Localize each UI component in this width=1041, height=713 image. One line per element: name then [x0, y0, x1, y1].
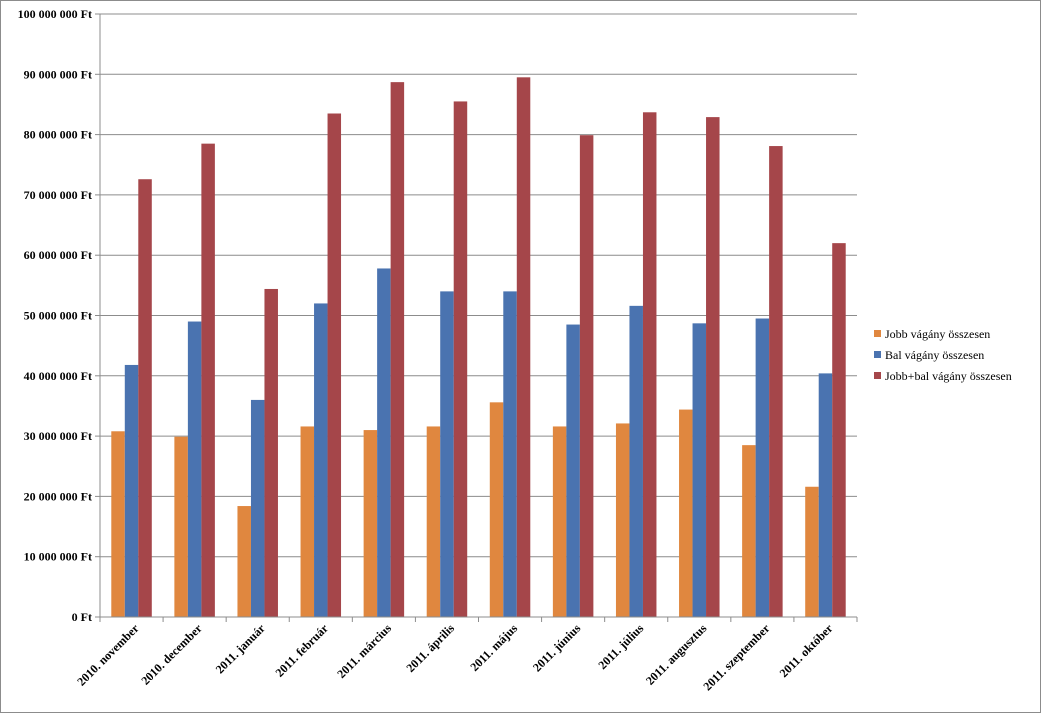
bar: [832, 243, 846, 617]
bar: [327, 113, 342, 618]
legend-swatch: [874, 351, 881, 358]
legend-label: Jobb+bal vágány összesen: [885, 369, 1012, 383]
bars: [111, 77, 846, 618]
bar: [755, 318, 770, 617]
x-tick-label: 2011. június: [530, 621, 584, 675]
y-tick-label: 10 000 000 Ft: [24, 550, 92, 564]
bar: [264, 288, 278, 617]
x-tick-label: 2011. július: [595, 621, 646, 672]
y-tick-label: 90 000 000 Ft: [24, 67, 92, 81]
y-tick-label: 30 000 000 Ft: [24, 429, 92, 443]
bar: [377, 268, 391, 617]
legend: Jobb vágány összesen Bal vágány összesen J…: [874, 327, 1012, 383]
bar: [187, 321, 202, 617]
gridlines: [100, 13, 857, 558]
x-tick-label: 2011. október: [777, 621, 836, 680]
bar: [679, 409, 693, 617]
x-tick-label: 2011. augusztus: [643, 621, 710, 688]
x-tick-label: 2011. február: [272, 621, 331, 680]
y-tick-label: 50 000 000 Ft: [24, 309, 92, 323]
bar: [516, 77, 531, 617]
y-tick-label: 0 Ft: [72, 610, 92, 624]
axes: [95, 13, 858, 622]
bar: [111, 431, 125, 617]
bar: [300, 426, 315, 617]
y-tick-label: 70 000 000 Ft: [24, 188, 92, 202]
x-tick-label: 2011. január: [213, 621, 269, 677]
bar: [805, 486, 819, 617]
bar: [742, 445, 756, 617]
bar: [489, 402, 504, 617]
y-tick-label: 20 000 000 Ft: [24, 489, 92, 503]
bar: [174, 436, 188, 617]
bar: [201, 143, 215, 617]
bar: [363, 430, 378, 617]
bar: [552, 426, 567, 617]
bar: [426, 426, 441, 617]
y-tick-label: 40 000 000 Ft: [24, 369, 92, 383]
y-axis-tick-labels: 0 Ft 10 000 000 Ft 20 000 000 Ft 30 000 000…: [18, 7, 92, 624]
bar: [390, 82, 405, 618]
bar: [314, 303, 328, 617]
bar: [579, 135, 594, 617]
bar: [237, 506, 251, 617]
y-tick-label: 80 000 000 Ft: [24, 128, 92, 142]
x-tick-label: 2010. december: [138, 621, 205, 688]
bar: [642, 112, 657, 617]
legend-label: Bal vágány összesen: [885, 348, 984, 362]
y-tick-label: 60 000 000 Ft: [24, 248, 92, 262]
x-tick-label: 2011. április: [403, 621, 457, 675]
bar: [138, 179, 152, 618]
y-tick-label: 100 000 000 Ft: [18, 7, 92, 21]
legend-label: Jobb vágány összesen: [885, 327, 990, 341]
bar: [250, 399, 265, 617]
x-tick-label: 2011. május: [467, 621, 520, 674]
x-tick-label: 2011. szeptember: [700, 621, 773, 694]
bar: [440, 291, 454, 617]
bar: [692, 323, 707, 617]
x-tick-label: 2010. november: [74, 621, 142, 689]
bar: [706, 117, 720, 617]
bar: [615, 423, 630, 617]
bar: [818, 373, 833, 617]
legend-swatch: [874, 330, 881, 337]
x-tick-label: 2011. március: [334, 621, 394, 681]
legend-swatch: [874, 372, 881, 379]
bar: [566, 324, 580, 617]
bar: [124, 364, 139, 617]
bar: [769, 146, 783, 617]
bar: [453, 101, 468, 617]
bar: [503, 291, 517, 617]
bar: [629, 305, 643, 617]
